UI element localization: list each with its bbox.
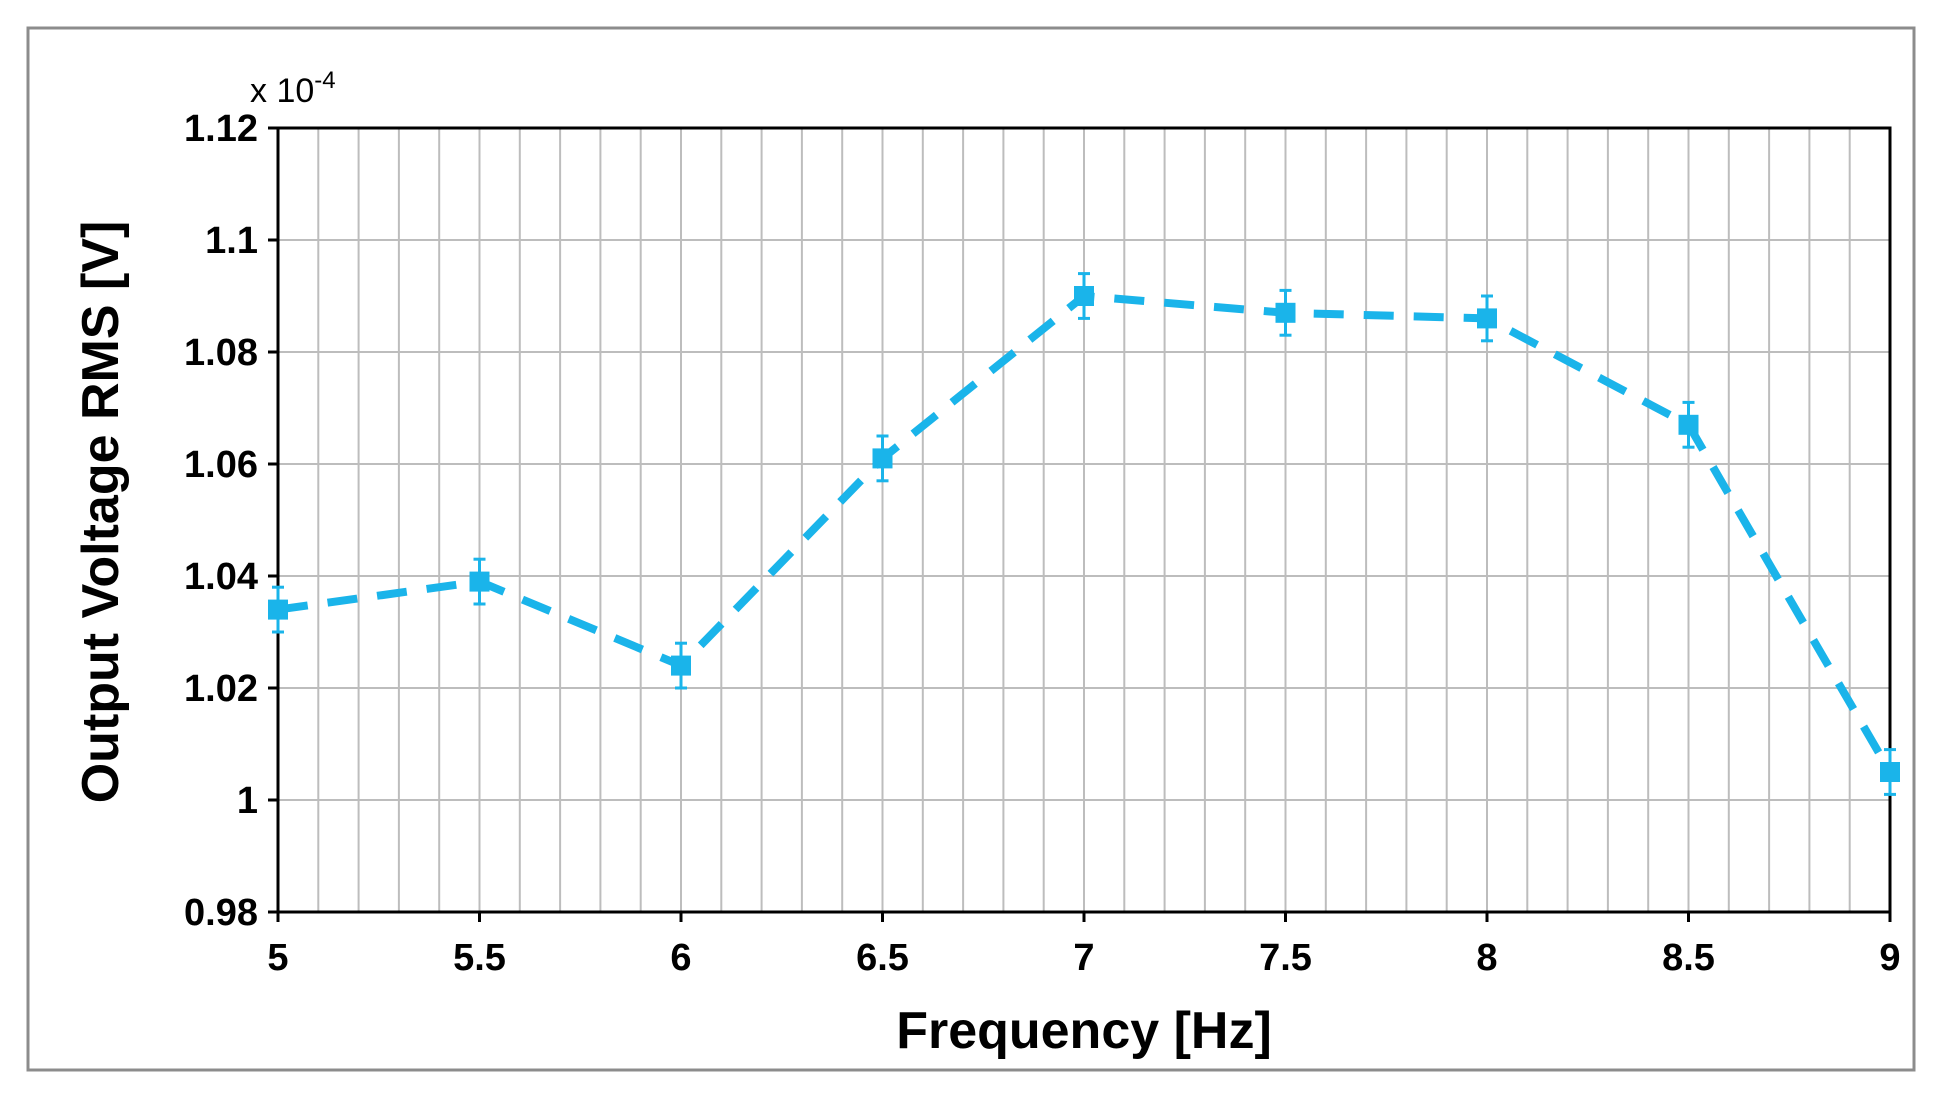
x-tick-label: 7.5: [1259, 937, 1312, 979]
grid: [278, 127, 1890, 913]
data-point: [1880, 762, 1900, 782]
x-tick-label: 6.5: [856, 937, 909, 979]
x-tick-label: 7: [1073, 937, 1094, 979]
axis-ticks: 5 5.5 6 6.5 7 7.5 8 8.5 9 0.98 1 1.02 1.04 1.06 1.08 1.…: [184, 108, 1901, 979]
y-tick-label: 1.04: [184, 556, 258, 598]
data-point: [268, 599, 288, 620]
y-tick-label: 0.98: [184, 892, 258, 934]
x-axis-title: Frequency [Hz]: [896, 1002, 1272, 1060]
y-axis-multiplier: x 10-4: [250, 67, 336, 110]
y-axis-title: Output Voltage RMS [V]: [72, 221, 130, 804]
x-tick-label: 6: [670, 937, 691, 979]
y-tick-label: 1.1: [205, 220, 258, 262]
x-tick-label: 5.5: [453, 937, 506, 979]
y-tick-label: 1.06: [184, 444, 258, 486]
series: [268, 272, 1900, 796]
data-point: [872, 448, 893, 469]
x-tick-label: 9: [1879, 937, 1900, 979]
x-tick-label: 8.5: [1662, 937, 1715, 979]
data-point: [1275, 302, 1296, 323]
data-point: [469, 571, 490, 592]
data-point: [671, 655, 691, 676]
data-point: [1678, 414, 1699, 435]
y-tick-label: 1: [237, 780, 258, 822]
y-tick-label: 1.02: [184, 668, 258, 710]
chart-outer-border: [26, 26, 1916, 1072]
x-tick-label: 8: [1476, 937, 1497, 979]
data-point: [1477, 308, 1497, 329]
x-tick-label: 5: [267, 937, 288, 979]
y-tick-label: 1.12: [184, 108, 258, 150]
y-tick-label: 1.08: [184, 332, 258, 374]
data-point: [1074, 286, 1094, 306]
